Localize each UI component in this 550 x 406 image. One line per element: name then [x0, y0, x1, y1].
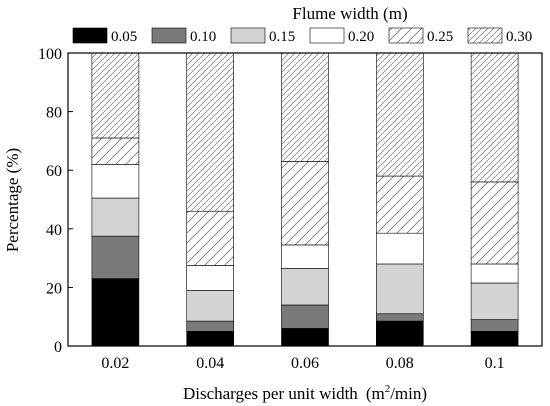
bar-segment-0.15-0.1: [470, 282, 519, 320]
legend-label-0.30: 0.30: [506, 29, 532, 45]
y-tick-label: 20: [46, 280, 62, 297]
x-axis-label-unit-sup: 2: [385, 383, 391, 395]
legend-swatch-0.30: [467, 27, 503, 44]
bar-segment-0.30-0.04: [186, 52, 234, 212]
legend-swatch-0.25: [388, 27, 424, 44]
legend-swatch-0.10: [151, 27, 187, 44]
x-tick-label: 0.1: [485, 355, 505, 372]
legend-label-0.20: 0.20: [348, 29, 374, 45]
y-axis-label: Percentage (%): [3, 148, 22, 252]
bar-segment-0.20-0.04: [186, 265, 234, 291]
y-axis: 0 20 40 60 80 100: [38, 46, 73, 356]
bar-segment-0.05-0.02: [91, 278, 140, 347]
legend-label-0.15: 0.15: [269, 29, 295, 45]
x-axis: 0.02 0.04 0.06 0.08 0.1: [101, 341, 505, 372]
bar-segment-0.15-0.06: [281, 268, 329, 306]
bar-segment-0.20-0.1: [470, 263, 519, 284]
bar-segment-0.25-0.04: [186, 210, 234, 266]
y-tick-label: 80: [46, 105, 62, 122]
legend-label-0.25: 0.25: [427, 29, 453, 45]
x-tick-label: 0.02: [101, 355, 129, 372]
bar-segment-0.25-0.06: [281, 161, 329, 246]
legend-label-0.05: 0.05: [111, 29, 137, 45]
bar-segment-0.10-0.1: [470, 319, 519, 332]
x-axis-label-unit-tail: /min): [390, 384, 427, 403]
x-tick-label: 0.08: [386, 355, 414, 372]
bar-segment-0.25-0.08: [375, 175, 424, 234]
bar-segment-0.15-0.02: [91, 197, 140, 237]
x-tick-label: 0.04: [196, 355, 224, 372]
legend-swatch-0.05: [72, 27, 108, 44]
bar-segment-0.25-0.1: [470, 181, 519, 265]
x-tick-label: 0.06: [291, 355, 319, 372]
bar-segment-0.30-0.02: [91, 52, 140, 139]
bar-segment-0.10-0.02: [91, 235, 140, 279]
bar-segment-0.25-0.02: [91, 137, 140, 165]
bar-segment-0.20-0.06: [281, 244, 329, 269]
y-tick-label: 40: [46, 222, 62, 239]
legend-label-0.10: 0.10: [190, 29, 216, 45]
y-tick-label: 60: [46, 163, 62, 180]
bar-segment-0.30-0.08: [375, 52, 424, 177]
legend-swatch-0.15: [230, 27, 266, 44]
bar-segment-0.10-0.08: [375, 313, 424, 322]
legend-title: Flume width (m): [292, 4, 407, 23]
x-axis-label-unit-base: (m: [366, 384, 385, 403]
bar-segment-0.20-0.08: [375, 232, 424, 265]
bar-segment-0.30-0.1: [470, 52, 519, 183]
bar-segment-0.20-0.02: [91, 164, 140, 199]
bar-segment-0.10-0.06: [281, 304, 329, 329]
y-tick-label: 0: [54, 339, 62, 356]
x-axis-label-text: Discharges per unit width: [183, 384, 358, 403]
bar-segment-0.15-0.04: [186, 290, 234, 322]
x-axis-label: Discharges per unit width (m2/min): [183, 383, 427, 403]
legend-swatch-0.20: [309, 27, 345, 44]
bar-segment-0.30-0.06: [281, 52, 329, 162]
bar-segment-0.15-0.08: [375, 263, 424, 315]
y-tick-label: 100: [38, 46, 62, 63]
legend: 0.05 0.10 0.15 0.20 0.25 0.30: [72, 27, 532, 45]
bar-segment-0.10-0.04: [186, 320, 234, 332]
bars-group: [91, 52, 519, 347]
